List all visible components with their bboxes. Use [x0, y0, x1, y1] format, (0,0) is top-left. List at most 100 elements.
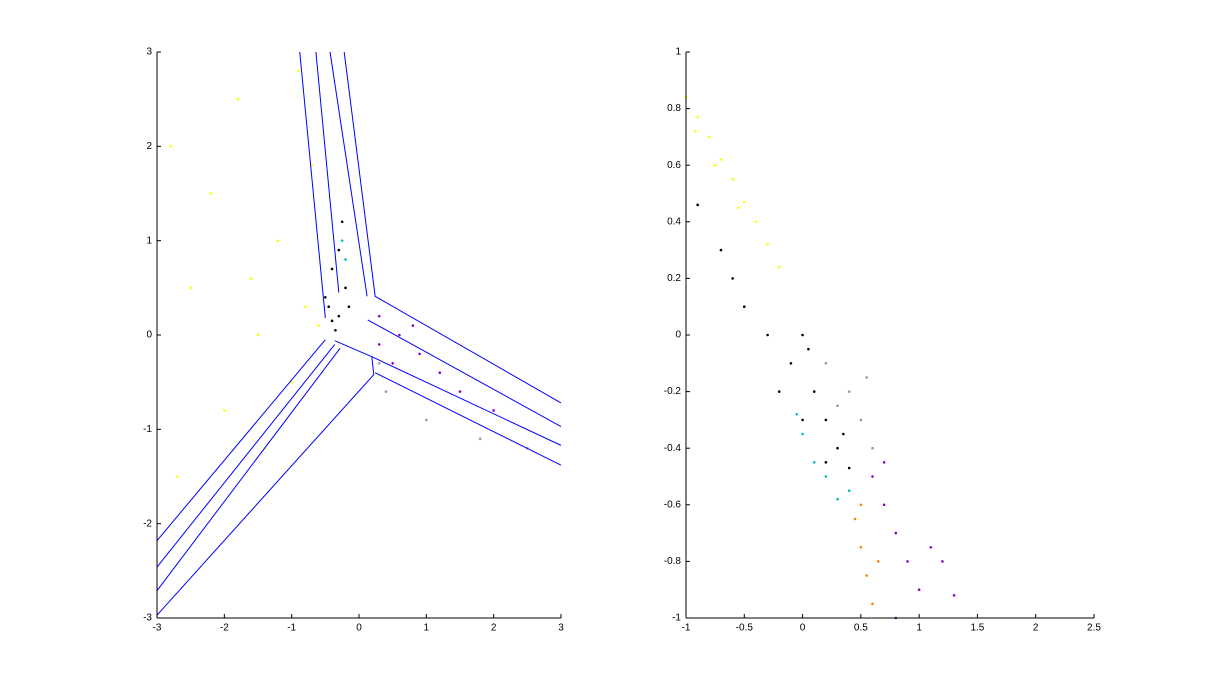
point: [824, 418, 828, 422]
point: [807, 347, 810, 351]
point: [737, 206, 740, 209]
point: [882, 503, 886, 507]
y-tick-label: -3: [143, 613, 152, 624]
point: [418, 352, 421, 356]
point: [836, 446, 839, 450]
point: [865, 376, 868, 379]
point: [801, 418, 804, 422]
y-tick-label: 0: [675, 330, 681, 341]
point: [847, 390, 851, 393]
curve: [329, 51, 368, 297]
point: [398, 333, 401, 337]
curve: [156, 339, 326, 541]
y-tick-label: 0: [146, 330, 152, 341]
point: [952, 594, 956, 597]
point: [696, 115, 699, 119]
point: [847, 489, 851, 492]
point: [492, 409, 495, 412]
curve: [156, 340, 375, 616]
point: [330, 267, 334, 271]
point: [330, 319, 334, 323]
point: [766, 243, 769, 246]
point: [175, 475, 179, 478]
point: [871, 475, 874, 478]
point: [337, 248, 341, 252]
x-tick-label: -0.5: [736, 623, 754, 634]
point: [694, 129, 697, 133]
curve: [156, 344, 336, 568]
curve: [374, 372, 562, 466]
point: [777, 265, 781, 269]
point: [377, 314, 381, 318]
point: [696, 203, 699, 207]
point: [344, 286, 347, 290]
y-tick-label: 0.8: [667, 103, 681, 114]
point: [411, 324, 415, 327]
point: [731, 178, 734, 181]
x-tick-label: 2: [491, 623, 497, 634]
point: [438, 371, 442, 375]
point: [317, 324, 320, 327]
point: [742, 200, 746, 204]
point: [836, 404, 839, 408]
point: [310, 163, 314, 167]
point: [324, 295, 327, 299]
point: [340, 220, 344, 224]
x-tick-label: 0: [356, 623, 362, 634]
point: [917, 588, 921, 591]
y-tick-label: -1: [143, 424, 152, 435]
point: [824, 461, 828, 464]
point: [789, 362, 793, 365]
point: [391, 362, 394, 365]
point: [853, 517, 857, 521]
curve: [367, 319, 562, 427]
point: [290, 380, 293, 384]
x-tick-label: 3: [558, 623, 564, 634]
point: [812, 461, 816, 464]
y-tick-label: -2: [143, 518, 152, 529]
point: [836, 497, 839, 501]
point: [929, 545, 933, 549]
y-tick-label: -0.8: [664, 556, 682, 567]
point: [801, 333, 804, 337]
point: [223, 409, 226, 412]
point: [276, 239, 280, 242]
point: [847, 466, 851, 470]
point: [377, 343, 381, 346]
curve: [371, 356, 562, 446]
point: [713, 163, 717, 167]
y-tick-label: 1: [675, 47, 681, 58]
point: [249, 277, 253, 280]
point: [347, 305, 351, 309]
x-tick-label: 1: [424, 623, 430, 634]
x-tick-label: -2: [220, 623, 229, 634]
point: [801, 432, 804, 436]
point: [708, 135, 711, 139]
x-tick-label: -3: [153, 623, 162, 634]
point: [859, 503, 863, 507]
point: [742, 305, 746, 309]
point: [824, 362, 828, 365]
y-tick-label: -0.6: [664, 499, 682, 510]
point: [865, 574, 868, 577]
point: [719, 248, 723, 252]
point: [236, 97, 240, 101]
y-tick-label: -1: [672, 613, 681, 624]
point: [842, 432, 845, 436]
point: [731, 277, 734, 280]
y-tick-label: 2: [146, 141, 152, 152]
point: [425, 418, 428, 422]
point: [859, 418, 863, 422]
point: [719, 158, 723, 161]
point: [303, 305, 307, 309]
y-tick-label: 3: [146, 47, 152, 58]
point: [871, 446, 874, 450]
point: [766, 333, 769, 337]
point: [377, 362, 381, 365]
point: [337, 314, 341, 318]
point: [877, 560, 880, 563]
x-tick-label: -1: [287, 623, 296, 634]
point: [209, 192, 213, 195]
